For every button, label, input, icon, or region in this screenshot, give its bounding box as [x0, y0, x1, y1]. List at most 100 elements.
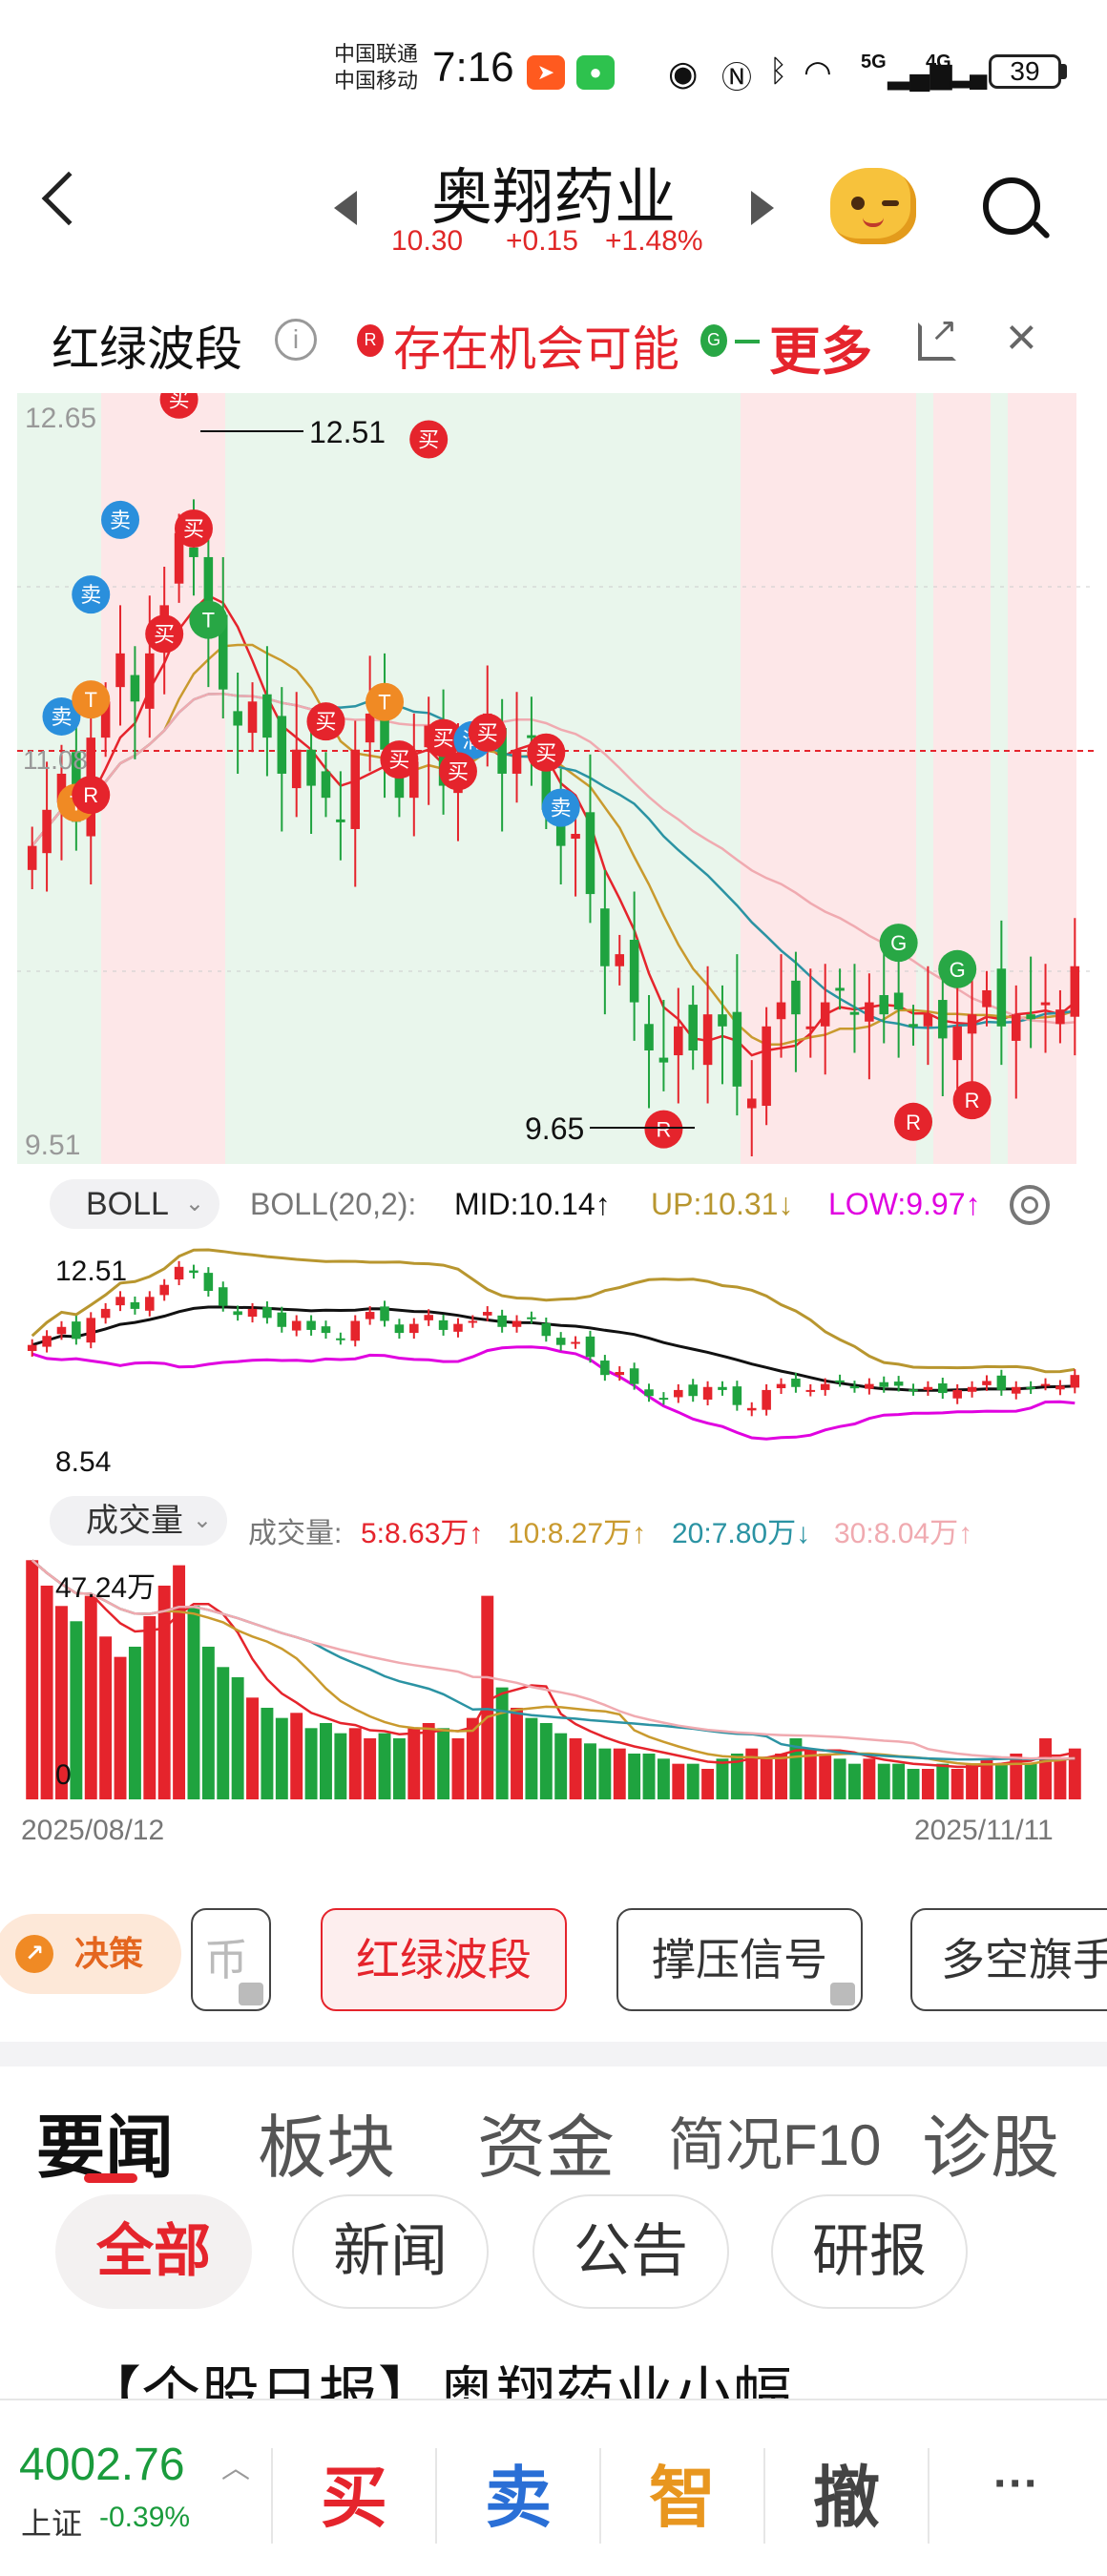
candle — [849, 964, 860, 1053]
volume-bar — [173, 1565, 186, 1799]
candle-body — [115, 653, 125, 688]
signal-marker-dot — [468, 713, 507, 752]
indicator-name[interactable]: 红绿波段 — [52, 322, 242, 376]
volume-bar — [143, 1615, 157, 1799]
tab-zhengu[interactable]: 诊股 — [922, 2110, 1060, 2187]
volume-bar — [789, 1737, 803, 1799]
volume-bar — [745, 1748, 759, 1799]
boll-candle-body — [233, 1311, 242, 1316]
boll-candle-body — [350, 1320, 361, 1341]
tab-bankuai[interactable]: 板块 — [258, 2110, 396, 2187]
signal-marker-glyph: R — [906, 1111, 921, 1134]
volume-bar — [407, 1728, 421, 1799]
boll-chart[interactable]: 12.51 8.54 — [17, 1242, 1094, 1481]
candle — [615, 934, 625, 986]
signal-marker-icon: T — [72, 680, 111, 719]
candle-body — [746, 1098, 757, 1109]
signal-marker-glyph: 卖 — [51, 705, 72, 729]
close-icon[interactable]: × — [1006, 306, 1037, 366]
volume-bar — [892, 1763, 906, 1799]
candle — [321, 752, 331, 818]
volume-bar — [84, 1595, 97, 1799]
strategy-tab-chengyaxinhao[interactable]: 撑压信号 — [616, 1908, 863, 2011]
more-button[interactable]: 更多 — [769, 323, 872, 381]
boll-candle-body — [262, 1307, 272, 1319]
signal-marker-dot — [938, 949, 977, 988]
volume-bar — [422, 1722, 435, 1799]
tab-jiankuang[interactable]: 简况F10 — [668, 2113, 882, 2177]
mascot-avatar[interactable] — [830, 168, 916, 244]
g-marker-icon: G — [700, 324, 727, 357]
candle-body — [527, 735, 536, 738]
signal-marker-dot — [42, 696, 81, 736]
share-icon[interactable] — [918, 322, 956, 361]
candle-body — [512, 749, 522, 774]
nfc-icon: Ⓝ — [721, 60, 753, 94]
filter-all[interactable]: 全部 — [55, 2194, 252, 2309]
candle-body — [600, 908, 610, 966]
signal-marker-dot — [72, 776, 111, 815]
strategy-tab-partial[interactable]: 币 — [191, 1908, 271, 2011]
candle-body — [996, 968, 1007, 1027]
boll-candle-body — [321, 1326, 331, 1334]
signal-marker-icon: T — [189, 600, 228, 639]
indicator-message: 存在机会可能 — [393, 322, 679, 376]
boll-candle-body — [438, 1319, 449, 1330]
boll-candle-body — [424, 1315, 433, 1320]
wechat-icon: ● — [576, 55, 615, 90]
settings-icon[interactable] — [1010, 1185, 1050, 1225]
index-value[interactable]: 4002.76 — [19, 2440, 185, 2490]
candle-body — [879, 995, 889, 1015]
sell-button[interactable]: 卖 — [485, 2461, 552, 2535]
strategy-tab-label: 撑压信号 — [652, 1935, 827, 1984]
signal-marker-icon: 卖 — [541, 788, 580, 827]
candle — [512, 692, 522, 803]
candle — [776, 954, 786, 1058]
boll-candle-body — [336, 1338, 345, 1340]
next-stock-icon[interactable] — [751, 191, 774, 225]
volume-chart[interactable]: 47.24万 0 — [17, 1559, 1094, 1805]
signal-marker-icon: 买 — [424, 718, 463, 758]
cancel-order-button[interactable]: 撤 — [813, 2461, 880, 2535]
band-green — [916, 393, 933, 1164]
filter-news[interactable]: 新闻 — [292, 2194, 489, 2309]
boll-candle-body — [27, 1344, 37, 1351]
volume-bar — [950, 1768, 964, 1799]
smart-button[interactable]: 智 — [649, 2461, 716, 2535]
boll-selector[interactable]: BOLL ⌄ — [50, 1179, 219, 1229]
signal-marker-dot — [72, 575, 111, 614]
strategy-tab-duokongqishou[interactable]: 多空旗手 — [910, 1908, 1107, 2011]
signal-marker-glyph: 买 — [448, 759, 469, 783]
candle-body — [218, 614, 228, 690]
chevron-up-icon[interactable]: ︿ — [221, 2453, 250, 2484]
tab-zijin[interactable]: 资金 — [477, 2110, 616, 2187]
candle — [674, 987, 683, 1104]
filter-announcement[interactable]: 公告 — [533, 2194, 729, 2309]
boll-lines — [31, 1248, 1076, 1441]
kline-chart[interactable]: 卖T卖卖T买买买T买T买买买清买买买卖RRGGRR 12.65 9.51 11.… — [17, 393, 1094, 1164]
signal-marker-dot — [894, 1102, 933, 1141]
back-arrow-icon[interactable] — [41, 171, 96, 226]
strategy-tab-hongluboduan[interactable]: 红绿波段 — [321, 1908, 567, 2011]
prev-stock-icon[interactable] — [334, 191, 357, 225]
y-min-label: 9.51 — [25, 1130, 80, 1161]
volume-bar — [70, 1621, 83, 1799]
candle-body — [762, 1026, 771, 1107]
filter-research[interactable]: 研报 — [771, 2194, 968, 2309]
news-headline[interactable]: 【个股日报】奥翔药业小幅 — [82, 2362, 793, 2400]
volume-selector[interactable]: 成交量 ⌄ — [50, 1496, 227, 1546]
candle-body — [615, 954, 625, 966]
high-label: 12.51 — [309, 415, 386, 449]
volume-bar — [275, 1717, 288, 1799]
search-icon[interactable] — [983, 177, 1040, 235]
more-menu-button[interactable]: ··· — [993, 2459, 1039, 2509]
info-icon[interactable]: i — [275, 319, 317, 361]
signal-marker-icon: 买 — [527, 733, 566, 772]
decision-button[interactable]: ↗ 决策 — [0, 1914, 181, 1994]
strategy-tab-partial-label: 币 — [204, 1935, 248, 1984]
buy-button[interactable]: 买 — [321, 2461, 387, 2535]
signal-marker-dot — [424, 718, 463, 758]
candle — [571, 804, 580, 897]
volume-bar — [201, 1646, 215, 1799]
boll-candle-body — [629, 1368, 639, 1384]
